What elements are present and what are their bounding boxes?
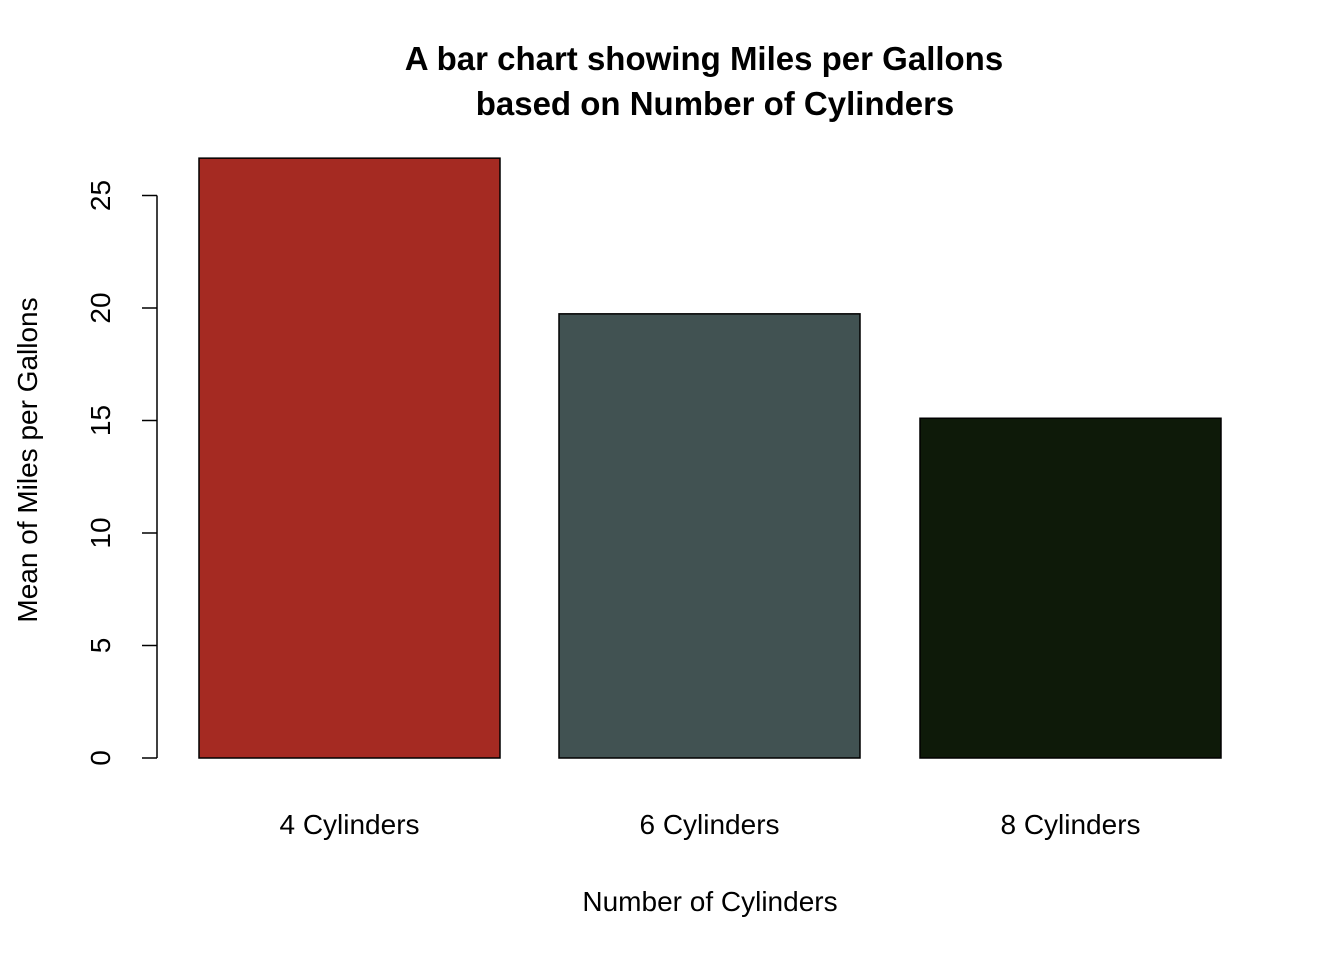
y-tick-label: 20 <box>85 292 116 323</box>
y-tick-label: 15 <box>85 405 116 436</box>
chart-title-line-1: A bar chart showing Miles per Gallons <box>405 40 1003 77</box>
bar-4-cylinders <box>198 157 501 759</box>
bar-8-cylinders <box>919 417 1222 759</box>
x-axis-category-labels: 4 Cylinders 6 Cylinders 8 Cylinders <box>279 809 1140 840</box>
x-axis-label: Number of Cylinders <box>582 886 837 917</box>
y-axis: 0 5 10 15 20 25 <box>85 180 158 766</box>
x-category-label: 8 Cylinders <box>1000 809 1140 840</box>
y-tick-label: 0 <box>85 750 116 766</box>
y-tick-label: 5 <box>85 638 116 654</box>
bars <box>198 157 1222 759</box>
y-tick-label: 10 <box>85 517 116 548</box>
x-category-label: 4 Cylinders <box>279 809 419 840</box>
y-axis-label: Mean of Miles per Gallons <box>12 297 43 622</box>
x-category-label: 6 Cylinders <box>639 809 779 840</box>
chart-title: A bar chart showing Miles per Gallons ba… <box>405 40 1003 122</box>
y-tick-label: 25 <box>85 180 116 211</box>
bar-6-cylinders <box>558 313 861 759</box>
chart-title-line-2: based on Number of Cylinders <box>476 85 955 122</box>
